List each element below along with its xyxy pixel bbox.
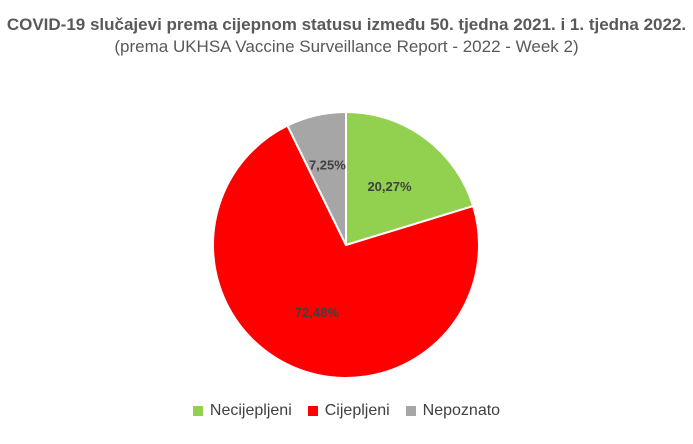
pie-slice-cijepljeni [212, 124, 480, 379]
legend-label-nepoznato: Nepoznato [422, 402, 501, 419]
chart-title: COVID-19 slučajevi prema cijepnom status… [0, 14, 693, 58]
legend-label-cijepljeni: Cijepljeni [324, 402, 390, 419]
pie-label-nepoznato: 7,25% [309, 158, 346, 173]
legend-item-nepoznato: Nepoznato [405, 402, 501, 420]
pie-label-necijepljeni: 20,27% [367, 179, 412, 194]
pie-slice-nepoznato [286, 110, 347, 246]
chart-title-bold: COVID-19 slučajevi prema cijepnom status… [6, 15, 687, 34]
legend-label-necijepljeni: Necijepljeni [209, 402, 292, 419]
legend-swatch-cijepljeni [307, 406, 318, 416]
pie-slice-necijepljeni [345, 110, 475, 247]
legend-item-necijepljeni: Necijepljeni [192, 402, 292, 420]
chart-title-regular: (prema UKHSA Vaccine Surveillance Report… [114, 37, 579, 56]
legend: Necijepljeni Cijepljeni Nepoznato [0, 402, 693, 420]
legend-swatch-nepoznato [405, 406, 416, 416]
legend-swatch-necijepljeni [192, 406, 203, 416]
legend-item-cijepljeni: Cijepljeni [307, 402, 390, 420]
pie-label-cijepljeni: 72,48% [295, 305, 340, 320]
